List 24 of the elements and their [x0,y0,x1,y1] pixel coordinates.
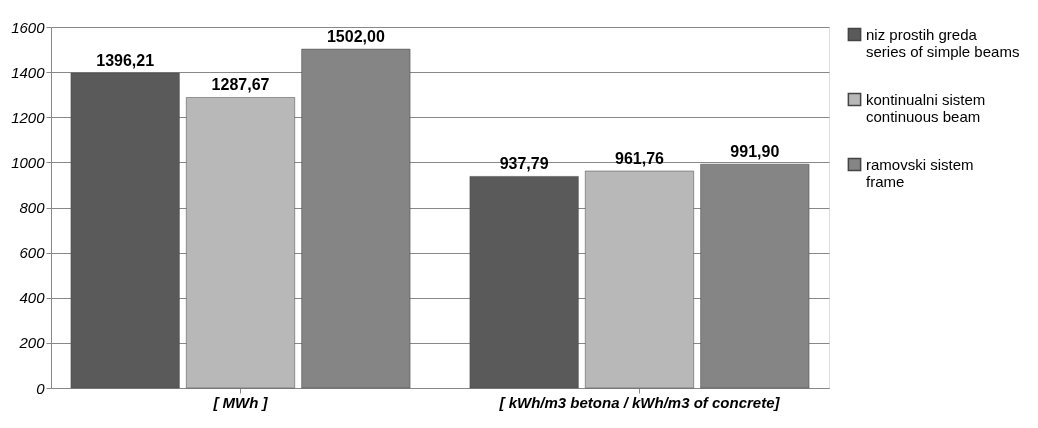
x-tick-label: [ MWh ] [212,393,269,411]
legend-label: kontinualni sistem continuous beam [866,90,986,125]
y-tick-label: 800 [19,199,46,216]
y-tick-label: 600 [19,244,46,262]
y-tick-label: 200 [18,334,46,352]
y-tick-label: 400 [19,289,46,307]
legend-label: ramovski sistem frame [866,155,974,190]
y-tick-label: 1000 [11,153,46,171]
y-tick-label: 1400 [11,63,46,81]
data-label: 1287,67 [211,76,270,94]
y-tick-label: 1200 [11,108,46,126]
data-label: 961,76 [615,150,665,167]
data-label: 1396,21 [96,51,155,69]
data-label: 991,90 [730,143,780,161]
legend-label: niz prostih greda series of simple beams [866,25,1020,60]
bar [469,176,579,389]
y-tick-label: 0 [36,379,46,397]
bar [186,97,295,389]
y-tick-label: 1600 [11,18,46,36]
data-label: 1502,00 [326,28,385,46]
x-tick-label: [ kWh/m3 betona / kWh/m3 of concrete] [498,393,781,411]
bar [585,170,694,389]
bar [70,72,180,389]
data-label: 937,79 [499,155,549,173]
